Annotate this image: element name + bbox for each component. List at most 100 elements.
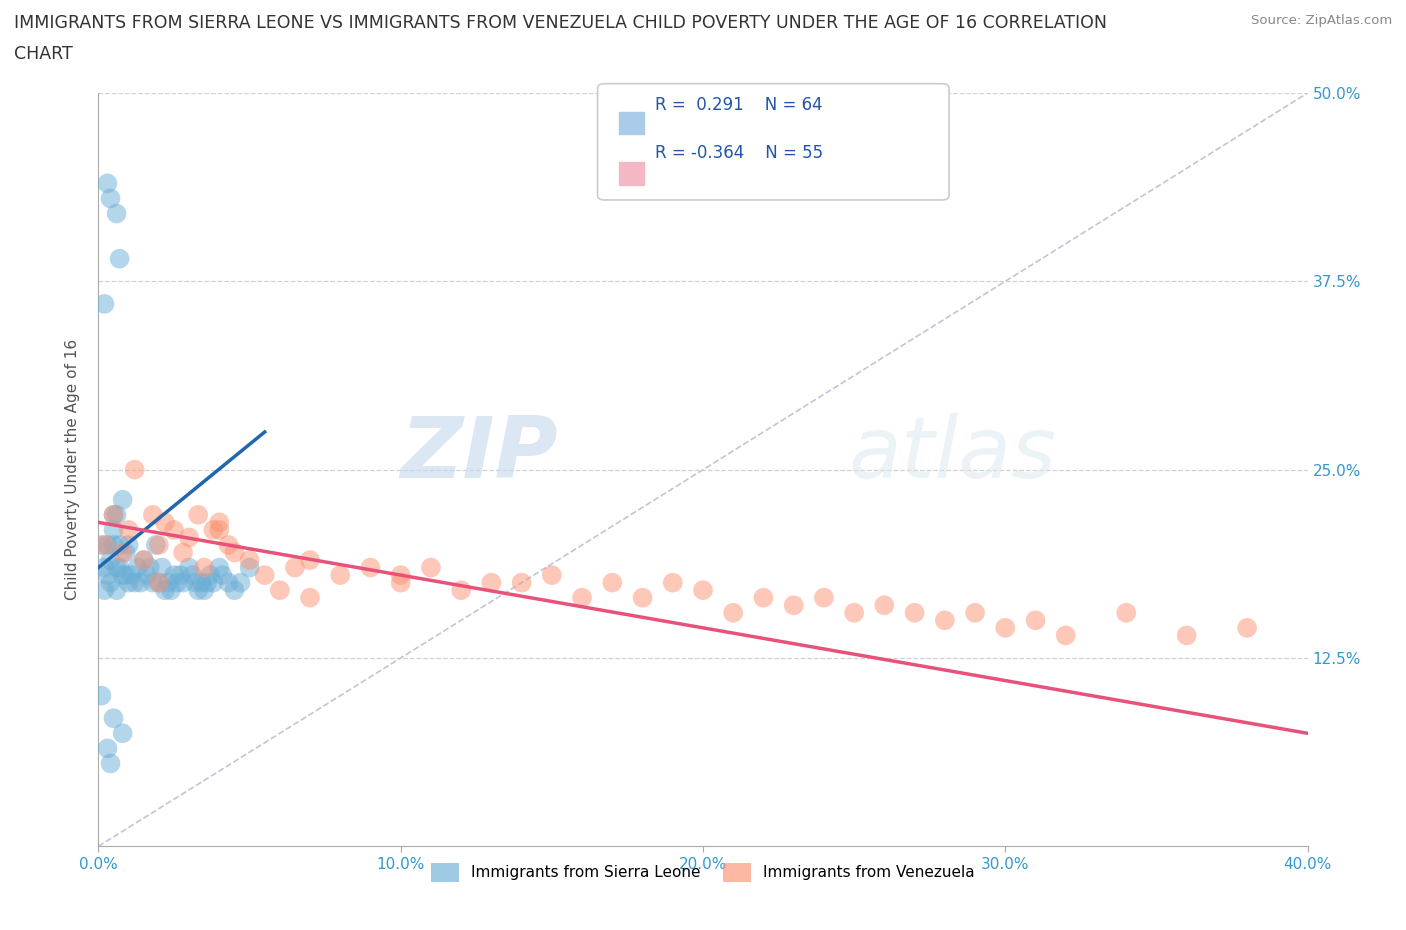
Point <box>135 567 157 582</box>
Point <box>156 575 179 591</box>
Point <box>103 508 125 523</box>
Point <box>181 567 204 582</box>
Point <box>160 583 183 598</box>
Point <box>239 552 262 567</box>
Point <box>360 560 382 575</box>
Point <box>105 583 128 598</box>
Point <box>100 552 122 567</box>
Point <box>96 741 118 756</box>
Point <box>193 583 215 598</box>
Point <box>114 567 136 582</box>
Point <box>208 523 231 538</box>
Point <box>103 508 125 523</box>
Point <box>1024 613 1046 628</box>
Point <box>510 575 533 591</box>
Point <box>299 552 322 567</box>
Point <box>111 545 134 560</box>
Point <box>224 545 246 560</box>
Point <box>217 575 239 591</box>
Point <box>172 545 194 560</box>
Point <box>118 523 141 538</box>
Point <box>211 567 233 582</box>
Legend: Immigrants from Sierra Leone, Immigrants from Venezuela: Immigrants from Sierra Leone, Immigrants… <box>425 857 981 887</box>
Point <box>103 523 125 538</box>
Point <box>148 575 170 591</box>
Point <box>118 575 141 591</box>
Point <box>284 560 307 575</box>
Point <box>904 605 927 620</box>
Point <box>111 492 134 507</box>
Point <box>224 583 246 598</box>
Point <box>571 591 593 605</box>
Point <box>184 575 207 591</box>
Text: CHART: CHART <box>14 45 73 62</box>
Point <box>1175 628 1198 643</box>
Point <box>150 560 173 575</box>
Point <box>90 538 112 552</box>
Point <box>783 598 806 613</box>
Point <box>844 605 866 620</box>
Point <box>172 575 194 591</box>
Point <box>202 523 225 538</box>
Point <box>269 583 291 598</box>
Point <box>208 560 231 575</box>
Point <box>1054 628 1077 643</box>
Point <box>111 567 134 582</box>
Point <box>127 560 149 575</box>
Point <box>195 575 218 591</box>
Point <box>93 538 115 552</box>
Text: R =  0.291    N = 64: R = 0.291 N = 64 <box>655 96 823 113</box>
Point <box>299 591 322 605</box>
Point <box>100 191 122 206</box>
Point <box>111 726 134 741</box>
Point <box>873 598 896 613</box>
Point <box>389 567 412 582</box>
Point <box>389 575 412 591</box>
Point <box>105 560 128 575</box>
Point <box>965 605 987 620</box>
Point <box>420 560 443 575</box>
Point <box>1115 605 1137 620</box>
Point <box>153 515 176 530</box>
Point <box>540 567 562 582</box>
Point <box>139 560 162 575</box>
Point <box>239 560 262 575</box>
Point <box>208 515 231 530</box>
Text: R = -0.364    N = 55: R = -0.364 N = 55 <box>655 144 824 162</box>
Point <box>934 613 956 628</box>
Text: ZIP: ZIP <box>401 413 558 496</box>
Point <box>1236 620 1258 635</box>
Point <box>253 567 276 582</box>
Point <box>124 575 146 591</box>
Point <box>179 560 201 575</box>
Point <box>602 575 624 591</box>
Point <box>108 251 131 266</box>
Point <box>148 538 170 552</box>
Point <box>190 575 212 591</box>
Point <box>103 538 125 552</box>
Point <box>329 567 352 582</box>
Point <box>121 567 143 582</box>
Point <box>93 560 115 575</box>
Y-axis label: Child Poverty Under the Age of 16: Child Poverty Under the Age of 16 <box>65 339 80 600</box>
Point <box>723 605 745 620</box>
Point <box>179 530 201 545</box>
Point <box>481 575 503 591</box>
Point <box>118 538 141 552</box>
Point <box>124 462 146 477</box>
Point <box>200 567 222 582</box>
Point <box>132 552 155 567</box>
Point <box>752 591 775 605</box>
Point <box>93 297 115 312</box>
Point <box>96 567 118 582</box>
Point <box>103 711 125 725</box>
Point <box>90 688 112 703</box>
Point <box>187 508 209 523</box>
Point <box>96 176 118 191</box>
Point <box>692 583 714 598</box>
Text: IMMIGRANTS FROM SIERRA LEONE VS IMMIGRANTS FROM VENEZUELA CHILD POVERTY UNDER TH: IMMIGRANTS FROM SIERRA LEONE VS IMMIGRAN… <box>14 14 1107 32</box>
Point <box>100 756 122 771</box>
Point <box>217 538 239 552</box>
Point <box>142 575 165 591</box>
Point <box>96 538 118 552</box>
